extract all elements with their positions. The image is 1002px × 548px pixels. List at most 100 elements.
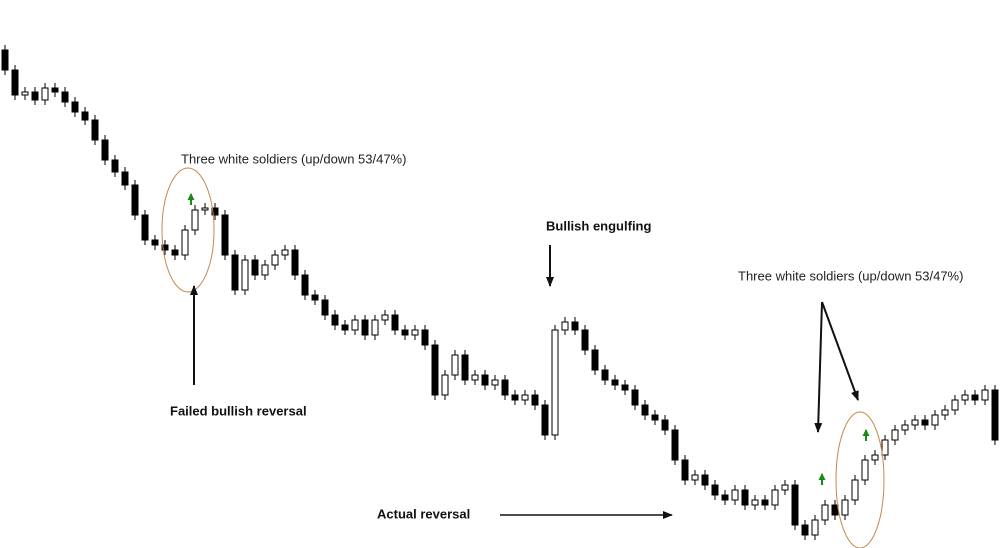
- candle-body: [271, 254, 279, 266]
- candle-body: [461, 354, 469, 381]
- candle-body: [391, 314, 399, 331]
- candle-body: [571, 321, 579, 331]
- candle-body: [771, 489, 779, 506]
- candle-body: [521, 394, 529, 401]
- candle-body: [141, 214, 149, 241]
- candle-body: [21, 91, 29, 96]
- candle-body: [71, 101, 79, 113]
- candle-body: [921, 419, 929, 426]
- annotation: Bullish engulfing: [546, 218, 651, 233]
- candle-body: [951, 399, 959, 411]
- candle-body: [331, 314, 339, 326]
- candle-body: [671, 429, 679, 461]
- candle-body: [931, 414, 939, 426]
- candle-body: [791, 484, 799, 526]
- annotation: Actual reversal: [377, 506, 470, 521]
- highlight-ellipse: [161, 167, 215, 293]
- candle-body: [241, 259, 249, 291]
- candle-body: [61, 91, 69, 103]
- candle-body: [781, 484, 789, 491]
- candle-body: [831, 504, 839, 516]
- candle-body: [481, 374, 489, 386]
- candles: [1, 45, 999, 540]
- candle-body: [291, 249, 299, 276]
- pointer-arrow: [821, 301, 859, 401]
- candle-body: [381, 314, 389, 321]
- candle-body: [231, 254, 239, 291]
- candle-body: [301, 274, 309, 296]
- candle-body: [591, 349, 599, 371]
- candle-body: [471, 374, 479, 381]
- candle-body: [111, 159, 119, 173]
- candle-body: [441, 374, 449, 396]
- candle-body: [621, 384, 629, 391]
- candle-body: [121, 171, 129, 186]
- candle-body: [161, 244, 169, 251]
- candle-body: [361, 319, 369, 336]
- candle-body: [51, 87, 59, 93]
- candle-body: [221, 214, 229, 256]
- annotation: Three white soldiers (up/down 53/47%): [738, 268, 963, 283]
- candle-body: [41, 87, 49, 101]
- candle-body: [401, 329, 409, 336]
- candle-body: [531, 394, 539, 406]
- candle-body: [691, 474, 699, 481]
- candle-body: [601, 369, 609, 381]
- pointer-arrow: [814, 301, 823, 433]
- candle-body: [131, 184, 139, 216]
- candle-body: [31, 91, 39, 101]
- candle-body: [101, 139, 109, 161]
- candle-body: [941, 409, 949, 416]
- candle-body: [681, 459, 689, 481]
- candle-body: [711, 484, 719, 496]
- candle-body: [211, 207, 219, 216]
- candle-body: [841, 499, 849, 516]
- candle-body: [861, 459, 869, 481]
- candle-body: [901, 424, 909, 431]
- candle-body: [491, 379, 499, 386]
- candle-body: [261, 264, 269, 276]
- highlight-ellipse: [835, 411, 885, 548]
- candle-body: [201, 207, 209, 211]
- candle-body: [701, 474, 709, 486]
- candle-body: [321, 299, 329, 316]
- candle-body: [661, 419, 669, 431]
- candle-body: [911, 419, 919, 426]
- candle-body: [411, 329, 419, 336]
- candle-body: [341, 324, 349, 331]
- candle-body: [551, 329, 559, 436]
- candle-body: [281, 249, 289, 256]
- candle-body: [581, 329, 589, 351]
- candle-body: [991, 389, 999, 441]
- candle-body: [421, 329, 429, 346]
- candle-body: [821, 504, 829, 521]
- candle-body: [811, 519, 819, 536]
- candle-body: [431, 344, 439, 396]
- candle-body: [311, 294, 319, 301]
- candle-body: [371, 319, 379, 336]
- candle-body: [91, 119, 99, 141]
- annotation: Three white soldiers (up/down 53/47%): [181, 151, 406, 166]
- candle-body: [971, 394, 979, 401]
- candle-body: [351, 319, 359, 331]
- candle-body: [251, 259, 259, 276]
- candle-body: [651, 414, 659, 421]
- candle-body: [981, 389, 989, 401]
- candle-body: [541, 404, 549, 436]
- candle-body: [741, 489, 749, 506]
- annotations: Three white soldiers (up/down 53/47%) Fa…: [161, 151, 963, 548]
- candle-body: [721, 494, 729, 501]
- candle-body: [561, 321, 569, 331]
- candle-body: [81, 111, 89, 121]
- candle-body: [171, 249, 179, 256]
- candle-body: [891, 429, 899, 441]
- candle-body: [611, 379, 619, 386]
- candle-body: [631, 389, 639, 406]
- candle-body: [961, 394, 969, 401]
- annotation: Failed bullish reversal: [170, 403, 307, 418]
- candle-body: [761, 499, 769, 506]
- candle-body: [851, 479, 859, 501]
- candle-body: [801, 524, 809, 536]
